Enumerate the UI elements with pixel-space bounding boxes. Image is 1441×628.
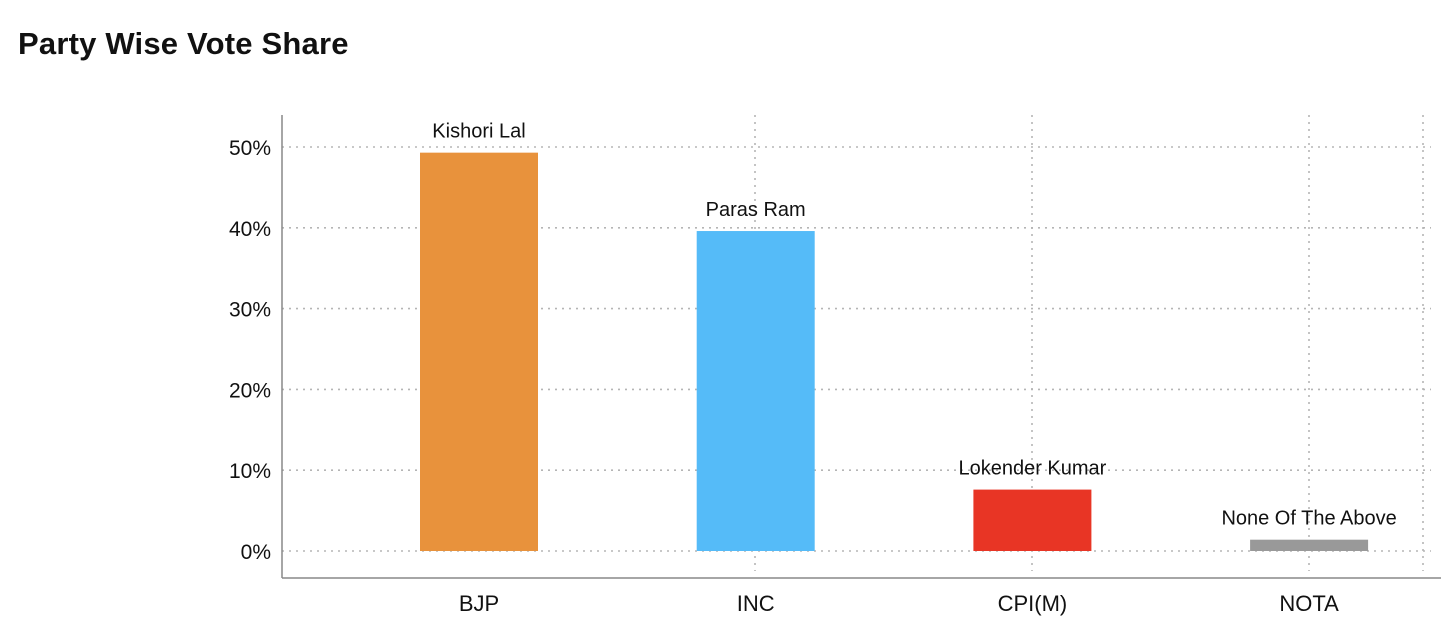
x-tick-label: CPI(M) bbox=[998, 591, 1068, 616]
y-tick-label: 0% bbox=[241, 541, 271, 564]
bar-layer bbox=[420, 152, 1369, 552]
data-label: None Of The Above bbox=[1221, 508, 1396, 530]
x-tick-label: BJP bbox=[459, 591, 499, 616]
x-tick-label: NOTA bbox=[1279, 591, 1339, 616]
data-label: Kishori Lal bbox=[432, 121, 525, 143]
y-tick-label: 10% bbox=[229, 460, 271, 483]
chart-title: Party Wise Vote Share bbox=[18, 26, 349, 61]
data-label: Lokender Kumar bbox=[958, 458, 1106, 480]
y-tick-label: 50% bbox=[229, 137, 271, 160]
y-tick-label: 40% bbox=[229, 218, 271, 241]
bar-nota bbox=[1250, 539, 1369, 551]
y-tick-label: 30% bbox=[229, 299, 271, 322]
label-layer: Kishori Lal BJP Paras Ram INC Lokender Kumar… bbox=[432, 121, 1396, 616]
data-label: Paras Ram bbox=[706, 199, 806, 221]
y-tick-label: 20% bbox=[229, 379, 271, 402]
x-tick-label: INC bbox=[737, 591, 775, 616]
bar-bjp bbox=[420, 152, 538, 551]
axis-layer: 0% 10% 20% 30% 40% 50% bbox=[229, 115, 1441, 579]
bar-cpi-m bbox=[973, 489, 1092, 551]
bar-inc bbox=[696, 231, 815, 552]
